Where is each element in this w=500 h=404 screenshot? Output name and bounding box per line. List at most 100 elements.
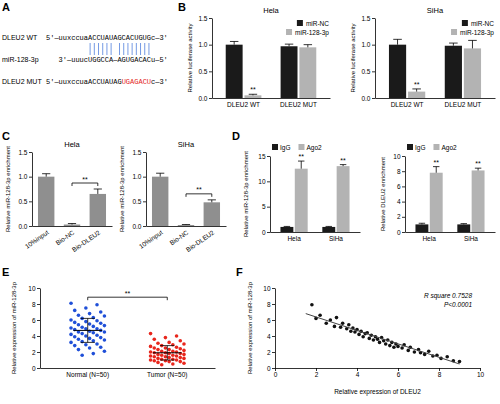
tick-label: SiHa <box>464 235 478 242</box>
bar <box>280 227 293 232</box>
point <box>152 337 156 341</box>
axis-line <box>40 289 41 369</box>
tick: 10%input <box>137 226 164 251</box>
point <box>160 363 164 367</box>
tick-label: 6 <box>267 317 271 324</box>
error-bar <box>468 40 477 48</box>
tick-label: 0.0 <box>361 95 370 102</box>
tick-mark <box>29 201 32 202</box>
tick: 1.5 <box>18 149 32 156</box>
tick-label: 0.0 <box>18 223 27 230</box>
bar <box>457 224 470 232</box>
bar-chart: 0.00.51.01.510%inputBio-NCBio-DLEU2SiHaR… <box>119 140 227 253</box>
tick: 4 <box>267 333 275 340</box>
bar <box>178 225 194 226</box>
point <box>91 316 95 320</box>
axis-line <box>33 226 113 227</box>
bar-chart: 051015HelaSiHaDRelative miR-128-3p enric… <box>232 130 361 242</box>
tick-label: 0 <box>267 365 271 372</box>
plot-marks <box>280 161 349 232</box>
bar-chart: 0.00.51.01.5DLEU2 WTDLEU2 MUTSiHaRelativ… <box>350 6 496 108</box>
significance-bracket <box>72 183 98 186</box>
tick-label: 4 <box>356 371 360 378</box>
tick: DLEU2 MUT <box>280 98 317 108</box>
y-axis-title: Relative luciferase activity <box>350 23 356 92</box>
point <box>182 349 186 353</box>
legend-swatch <box>462 20 468 26</box>
significance-bracket <box>186 194 212 197</box>
y-axis: 0.00.51.01.5 <box>132 149 146 230</box>
tick-mark <box>37 352 40 353</box>
point <box>99 310 103 314</box>
bar <box>64 225 80 226</box>
tick-mark <box>209 45 212 46</box>
sequence-name: DLEU2 WT <box>2 34 38 41</box>
tick-mark <box>372 71 375 72</box>
point <box>77 323 81 327</box>
tick-mark <box>272 336 275 337</box>
chart-title: SiHa <box>427 6 444 15</box>
point <box>171 343 175 347</box>
tick-label: Hela <box>422 235 436 242</box>
x-axis: 10%inputBio-NCBio-DLEU2 <box>137 226 226 253</box>
tick-mark <box>267 232 270 233</box>
legend-swatch <box>286 29 292 35</box>
tick-mark <box>209 71 212 72</box>
point <box>77 337 81 341</box>
tick: 0.5 <box>198 68 212 75</box>
tick-label: 10 <box>263 285 271 292</box>
legend-label: IgG <box>415 144 425 152</box>
tick-label: 1.5 <box>132 149 141 156</box>
y-axis-title: Relative miR-128-3p enrichment <box>119 146 125 232</box>
tick: 0.0 <box>361 95 375 102</box>
error-bar <box>449 43 458 46</box>
point <box>164 359 168 363</box>
bar-chart: 0.00.51.01.510%inputBio-NCBio-DLEU2CHela… <box>2 130 113 253</box>
tick-mark <box>143 201 146 202</box>
point <box>178 360 182 364</box>
error-bar <box>298 161 304 169</box>
base-pair <box>94 43 95 55</box>
point <box>80 325 84 329</box>
tick-mark <box>143 152 146 153</box>
legend-label: miR-NC <box>306 20 329 27</box>
point <box>103 330 107 334</box>
y-axis-title: Relative expression of miR-128-3p <box>247 281 253 374</box>
axis-line <box>41 368 216 369</box>
tick: Tumor (N=50) <box>147 368 187 379</box>
tick: 5 <box>262 203 270 210</box>
point <box>156 361 160 365</box>
tick-label: 0.0 <box>198 95 207 102</box>
tick-label: 4 <box>32 333 36 340</box>
error-bar <box>156 173 164 176</box>
point <box>149 332 153 336</box>
point <box>388 344 392 348</box>
x-axis: DLEU2 WTDLEU2 MUT <box>376 98 496 108</box>
significance-label: ** <box>196 186 202 193</box>
tick: Hela <box>287 232 301 242</box>
tick-label: DLEU2 MUT <box>280 101 317 108</box>
base-pair <box>140 43 141 55</box>
bar <box>244 95 261 98</box>
y-axis: 0.00.51.01.5 <box>361 15 375 102</box>
tick: 0 <box>397 229 405 236</box>
significance-label: ** <box>299 153 305 160</box>
sd-bar <box>81 318 95 342</box>
axis-line <box>275 289 276 369</box>
tick-label: 8 <box>32 301 36 308</box>
tick-mark <box>372 45 375 46</box>
tick-mark <box>37 288 40 289</box>
legend-label: miR-128-3p <box>295 29 329 37</box>
x-axis: HelaSiHa <box>271 232 361 242</box>
tick-label: Hela <box>287 235 301 242</box>
point <box>458 360 462 364</box>
plot-marks <box>38 174 106 226</box>
bar <box>389 45 406 98</box>
axis-line <box>212 19 213 99</box>
tick: Bio-NC <box>54 226 75 246</box>
y-axis: 051015 <box>258 153 270 236</box>
point <box>149 354 153 358</box>
tick-label: DLEU2 WT <box>227 101 260 108</box>
tick-label: 0.5 <box>361 68 370 75</box>
point <box>175 334 179 338</box>
